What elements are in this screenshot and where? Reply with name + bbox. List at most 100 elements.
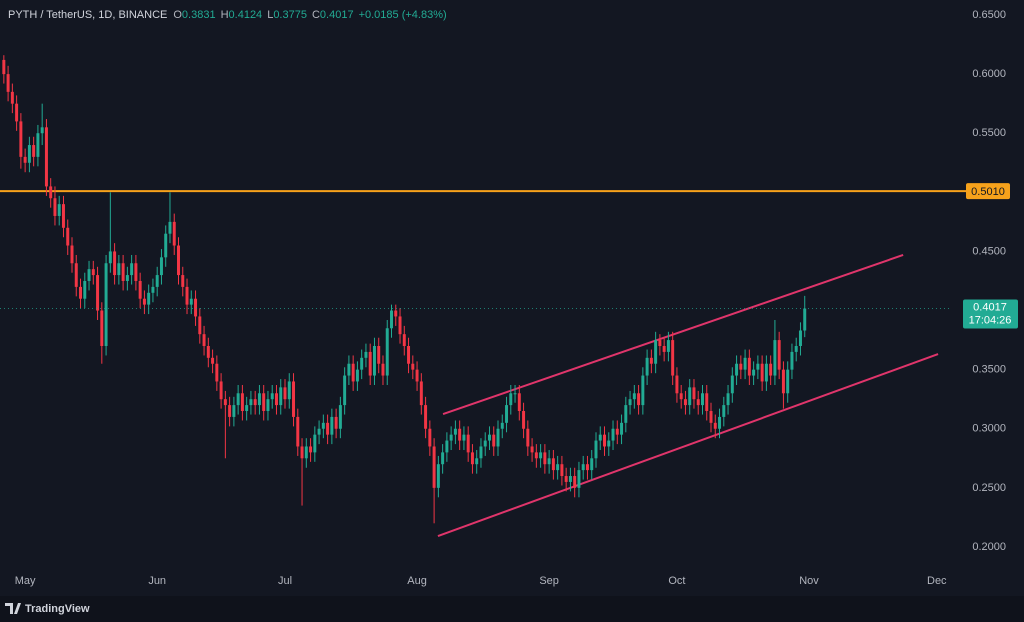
candle-body bbox=[198, 316, 202, 335]
candle-body bbox=[645, 357, 649, 376]
candle-body bbox=[470, 452, 474, 465]
x-tick-label: Sep bbox=[539, 575, 559, 587]
candle-body bbox=[377, 345, 381, 364]
level-label: 0.5010 bbox=[971, 186, 1005, 198]
candle-body bbox=[334, 416, 338, 429]
candle-body bbox=[6, 74, 10, 92]
candle-body bbox=[513, 393, 517, 395]
candle-body bbox=[96, 275, 100, 311]
candle-body bbox=[688, 387, 692, 406]
candle-body bbox=[249, 399, 253, 406]
candle-body bbox=[2, 59, 6, 75]
candle-body bbox=[547, 458, 551, 465]
candle-body bbox=[296, 416, 300, 447]
candle-body bbox=[628, 399, 632, 406]
candle-body bbox=[424, 405, 428, 429]
candle-body bbox=[415, 369, 419, 382]
candle-body bbox=[718, 416, 722, 429]
candle-body bbox=[671, 340, 675, 376]
candle-body bbox=[228, 405, 232, 417]
candle-body bbox=[202, 334, 206, 346]
candle-body bbox=[15, 103, 19, 122]
candle-body bbox=[338, 405, 342, 429]
y-tick-label: 0.5500 bbox=[972, 127, 1006, 139]
candle-body bbox=[189, 298, 193, 305]
candle-body bbox=[168, 221, 172, 234]
candle-body bbox=[185, 286, 189, 305]
legend-value: 0.4124 bbox=[229, 9, 263, 21]
candle-body bbox=[219, 381, 223, 400]
candle-body bbox=[385, 328, 389, 376]
candle-body bbox=[496, 428, 500, 447]
candle-body bbox=[722, 405, 726, 417]
candle-body bbox=[747, 357, 751, 376]
candle-body bbox=[475, 458, 479, 465]
logo-icon bbox=[5, 603, 21, 614]
candle-body bbox=[543, 452, 547, 465]
candle-body bbox=[666, 340, 670, 352]
candle-body bbox=[44, 127, 48, 187]
candle-body bbox=[539, 452, 543, 459]
candle-body bbox=[662, 345, 666, 352]
candle-body bbox=[79, 286, 83, 299]
candle-body bbox=[726, 393, 730, 406]
candle-body bbox=[351, 363, 355, 382]
y-tick-label: 0.3500 bbox=[972, 364, 1006, 376]
candle-body bbox=[483, 440, 487, 447]
legend-change: +0.0185 (+4.83%) bbox=[359, 9, 447, 21]
candle-body bbox=[347, 363, 351, 376]
candle-body bbox=[394, 310, 398, 317]
candle-body bbox=[794, 345, 798, 352]
candle-body bbox=[61, 204, 65, 228]
level-label-box bbox=[966, 183, 1010, 200]
candle-body bbox=[526, 428, 530, 447]
candle-body bbox=[100, 310, 104, 346]
candle-body bbox=[364, 351, 368, 358]
tradingview-logo: TradingView bbox=[5, 603, 90, 615]
candle-body bbox=[27, 145, 31, 163]
legend-key: H bbox=[221, 9, 229, 21]
y-tick-label: 0.2500 bbox=[972, 482, 1006, 494]
candle-body bbox=[343, 375, 347, 406]
candle-body bbox=[598, 434, 602, 441]
candle-body bbox=[147, 292, 151, 305]
candle-body bbox=[556, 464, 560, 471]
candle-body bbox=[300, 446, 304, 459]
candle-body bbox=[743, 357, 747, 370]
candle-body bbox=[700, 393, 704, 406]
candle-body bbox=[304, 446, 308, 459]
candle-body bbox=[786, 369, 790, 394]
countdown-label: 17:04:26 bbox=[969, 314, 1012, 326]
candle-body bbox=[402, 334, 406, 346]
candle-body bbox=[232, 405, 236, 417]
candle-body bbox=[445, 440, 449, 453]
candle-body bbox=[577, 470, 581, 488]
candle-body bbox=[53, 198, 57, 216]
trend-line bbox=[437, 353, 939, 538]
candle-body bbox=[83, 280, 87, 299]
candle-body bbox=[104, 263, 108, 346]
y-tick-label: 0.2000 bbox=[972, 541, 1006, 553]
candle-body bbox=[125, 275, 129, 281]
candle-body bbox=[283, 387, 287, 400]
candle-body bbox=[739, 363, 743, 370]
candle-body bbox=[206, 345, 210, 358]
candle-body bbox=[326, 422, 330, 435]
candle-body bbox=[560, 464, 564, 477]
candle-body bbox=[790, 351, 794, 370]
last-price-box bbox=[963, 299, 1018, 329]
candle-body bbox=[236, 393, 240, 406]
candle-body bbox=[568, 476, 572, 482]
candle-body bbox=[487, 434, 491, 441]
candle-body bbox=[313, 434, 317, 453]
x-tick-label: Jul bbox=[278, 575, 292, 587]
candle-body bbox=[453, 428, 457, 435]
symbol-title: PYTH / TetherUS, 1D, BINANCE bbox=[8, 9, 167, 21]
candle-body bbox=[530, 446, 534, 453]
candle-body bbox=[245, 405, 249, 412]
candle-body bbox=[381, 363, 385, 376]
candle-body bbox=[108, 251, 112, 264]
candle-body bbox=[23, 156, 27, 163]
candle-body bbox=[522, 411, 526, 429]
